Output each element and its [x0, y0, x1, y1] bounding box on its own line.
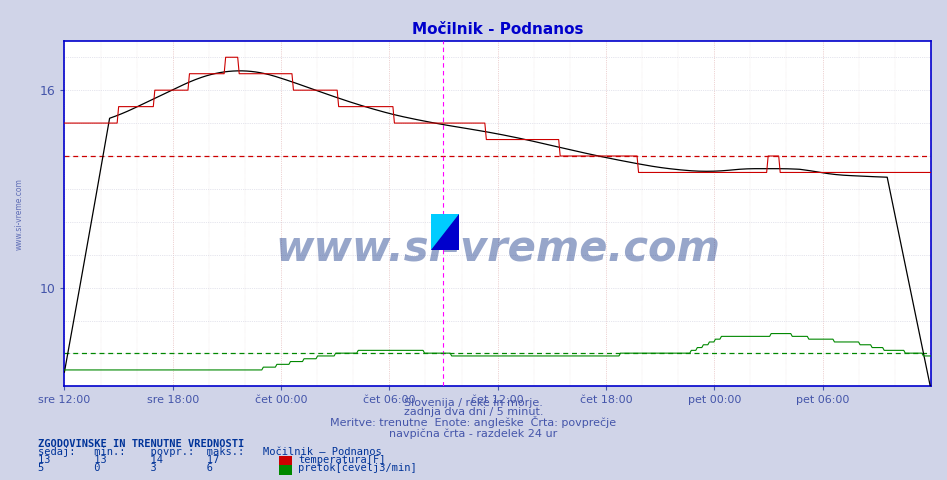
Polygon shape: [431, 214, 459, 250]
Text: Meritve: trenutne  Enote: angleške  Črta: povprečje: Meritve: trenutne Enote: angleške Črta: …: [331, 416, 616, 428]
Text: sedaj:   min.:    povpr.:  maks.:   Močilnik – Podnanos: sedaj: min.: povpr.: maks.: Močilnik – P…: [38, 446, 382, 457]
Text: pretok[čevelj3/min]: pretok[čevelj3/min]: [298, 463, 417, 473]
Polygon shape: [431, 214, 459, 250]
Text: Slovenija / reke in morje.: Slovenija / reke in morje.: [404, 397, 543, 408]
Text: zadnja dva dni / 5 minut.: zadnja dva dni / 5 minut.: [403, 407, 544, 417]
Text: ZGODOVINSKE IN TRENUTNE VREDNOSTI: ZGODOVINSKE IN TRENUTNE VREDNOSTI: [38, 439, 244, 449]
Text: 13       13       14       17: 13 13 14 17: [38, 455, 263, 465]
Text: temperatura[F]: temperatura[F]: [298, 455, 385, 465]
Text: 5        0        3        6: 5 0 3 6: [38, 463, 263, 473]
Text: www.si-vreme.com: www.si-vreme.com: [276, 227, 720, 269]
Text: www.si-vreme.com: www.si-vreme.com: [15, 178, 24, 250]
Title: Močilnik - Podnanos: Močilnik - Podnanos: [412, 22, 583, 37]
Text: navpična črta - razdelek 24 ur: navpična črta - razdelek 24 ur: [389, 428, 558, 439]
